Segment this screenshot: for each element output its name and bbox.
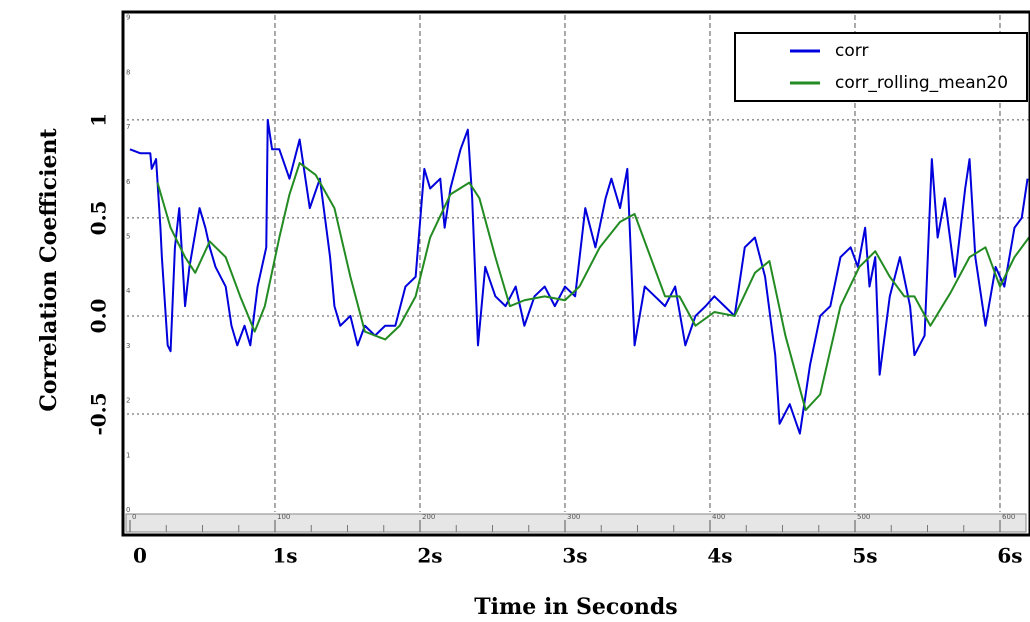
series-line	[129, 118, 1029, 435]
ruler-strip	[125, 513, 1027, 533]
y-axis-label: Correlation Coefficient	[36, 128, 62, 412]
ruler-tick-label: 4	[126, 287, 131, 295]
x-axis-label: Time in Seconds	[474, 594, 677, 620]
x-tick-label: 6s	[997, 544, 1022, 568]
ruler-tick-label: 200	[422, 513, 435, 521]
y-tick-label: 0.0	[87, 299, 111, 334]
ruler-tick-label: 0	[126, 506, 130, 514]
x-tick-label: 2s	[417, 544, 442, 568]
ruler-tick-label: 0	[132, 513, 136, 521]
plot-frame	[121, 10, 1030, 537]
legend-box	[734, 32, 1028, 102]
y-tick-label: 0.5	[87, 201, 111, 236]
ruler-tick-label: 400	[712, 513, 725, 521]
legend-label: corr_rolling_mean20	[835, 73, 1008, 93]
x-tick-label: 5s	[852, 544, 877, 568]
y-tick-label: 1	[87, 113, 111, 127]
ruler-tick-label: 100	[277, 513, 290, 521]
ruler-tick-label: 300	[567, 513, 580, 521]
legend-label: corr	[835, 41, 868, 61]
x-tick-label: 3s	[562, 544, 587, 568]
ruler-tick-label: 500	[857, 513, 870, 521]
ruler-tick-label: 1	[126, 451, 130, 459]
x-tick-label: 0	[133, 544, 147, 568]
ruler-tick-label: 2	[126, 397, 130, 405]
ruler-tick-label: 9	[126, 14, 130, 22]
x-tick-label: 1s	[272, 544, 297, 568]
ruler-tick-label: 7	[126, 123, 130, 131]
ruler-tick-label: 8	[126, 68, 130, 76]
series-line	[156, 162, 1030, 412]
y-tick-label: -0.5	[87, 392, 111, 435]
ruler-tick-label: 6	[126, 178, 131, 186]
ruler-tick-label: 600	[1002, 513, 1015, 521]
x-tick-label: 4s	[707, 544, 732, 568]
ruler-tick-label: 5	[126, 233, 130, 241]
ruler-tick-label: 3	[126, 342, 130, 350]
